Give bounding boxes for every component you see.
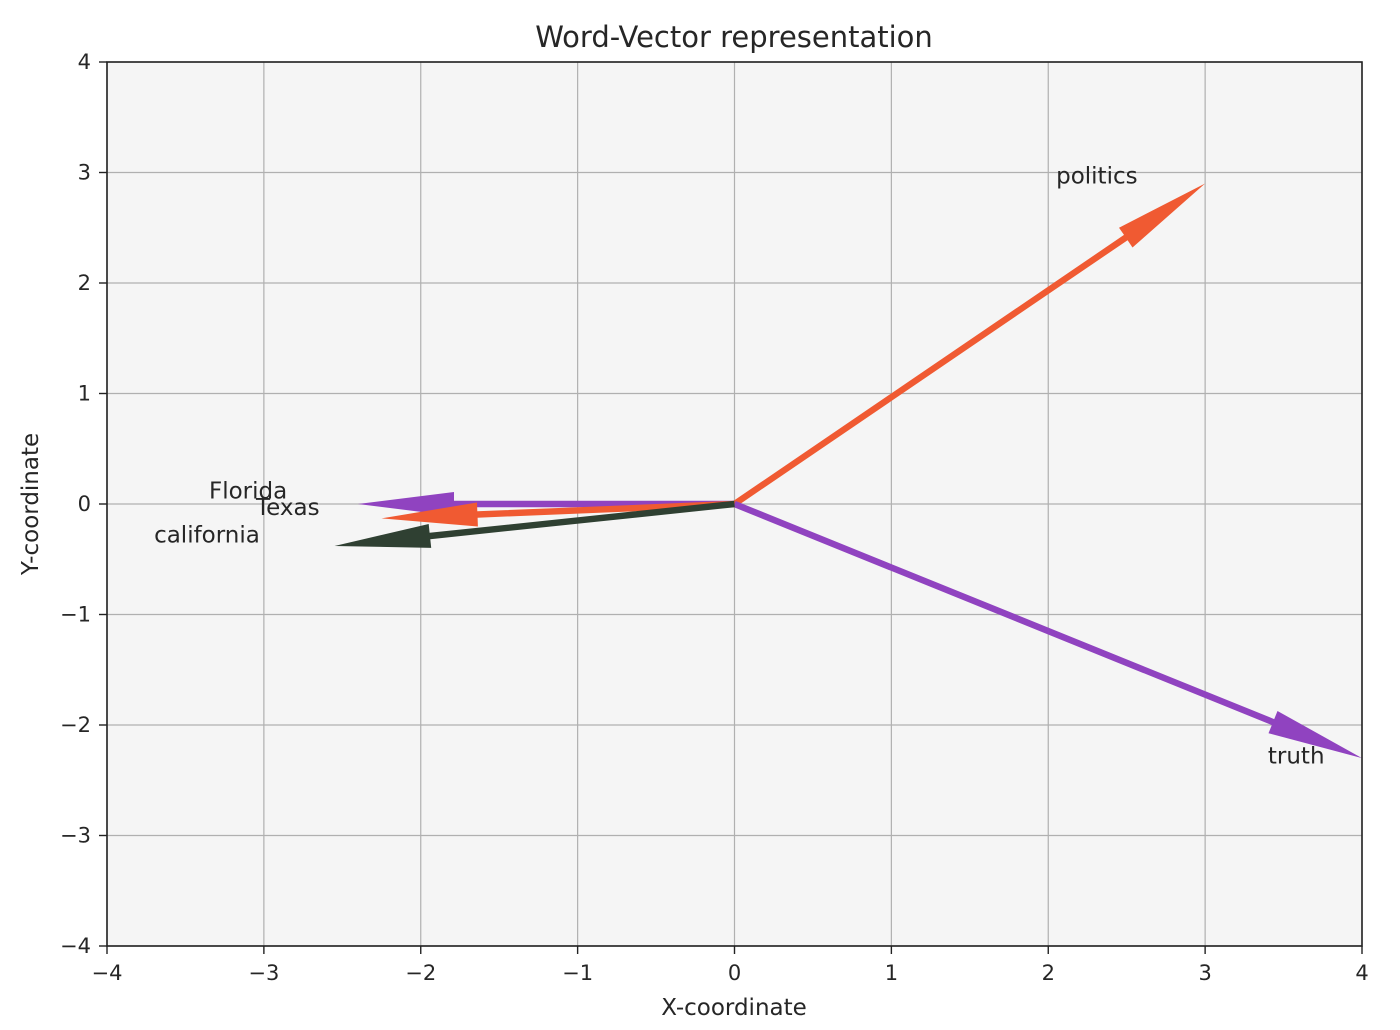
x-axis-label: X-coordinate: [661, 995, 807, 1021]
vector-arrows: [334, 183, 1362, 759]
chart-title: Word-Vector representation: [535, 20, 933, 54]
y-tick-label: 2: [78, 271, 91, 295]
x-tick-label: −2: [405, 961, 436, 985]
x-tick-label: −4: [92, 961, 123, 985]
vector-arrow-california: [334, 500, 735, 548]
y-tick-label: 4: [78, 50, 91, 74]
y-axis-label: Y-coordinate: [18, 433, 44, 576]
vector-arrow-politics: [732, 183, 1206, 507]
word-label-politics: politics: [1056, 164, 1138, 190]
y-tick-label: 1: [78, 382, 91, 406]
x-tick-label: 1: [885, 961, 898, 985]
y-tick-label: −4: [60, 934, 91, 958]
vector-arrow-texas: [381, 500, 735, 527]
x-tick-label: 4: [1355, 961, 1368, 985]
word-label-texas: Texas: [255, 495, 320, 521]
x-tick-label: −1: [562, 961, 593, 985]
y-tick-label: −1: [60, 603, 91, 627]
y-tick-label: 3: [78, 161, 91, 185]
x-tick-label: −3: [248, 961, 279, 985]
axis-ticks: −4 −3 −2 −1 0 1 2 3 4 −4 −3 −2 −1 0 1 2 3 4: [60, 50, 1369, 985]
x-tick-label: 0: [728, 961, 741, 985]
x-tick-label: 2: [1042, 961, 1055, 985]
vector-arrow-truth: [733, 501, 1362, 759]
x-tick-label: 3: [1198, 961, 1211, 985]
word-label-florida: Florida: [209, 478, 287, 504]
y-tick-label: −3: [60, 824, 91, 848]
word-label-truth: truth: [1268, 744, 1325, 770]
y-tick-label: −2: [60, 713, 91, 737]
y-tick-label: 0: [78, 492, 91, 516]
word-label-california: california: [154, 523, 260, 549]
